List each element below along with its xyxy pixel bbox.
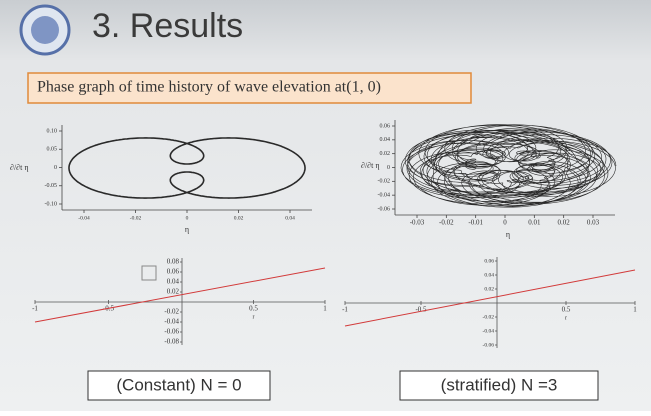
- y-tick-label: -0.02: [164, 308, 179, 316]
- x-tick-label: 0.02: [234, 215, 244, 221]
- x-tick-label: 1: [633, 306, 637, 314]
- y-tick-label: -0.02: [378, 179, 391, 185]
- y-tick-label: -0.04: [378, 193, 391, 199]
- x-axis-label: η: [185, 225, 189, 234]
- phase-curve: [68, 137, 306, 199]
- slide-title: 3. Results: [92, 7, 243, 45]
- y-tick-label: -0.10: [45, 201, 58, 207]
- y-tick-label: 0.02: [167, 288, 180, 296]
- x-tick-label: 0.02: [558, 219, 571, 227]
- y-tick-label: 0.06: [380, 123, 391, 129]
- x-tick-label: 0.5: [562, 306, 571, 314]
- subtitle-box: [27, 72, 472, 104]
- y-tick-label: -0.08: [164, 338, 179, 346]
- red-line: [34, 267, 326, 323]
- x-tick-label: 1: [323, 305, 327, 313]
- x-tick-label: -0.5: [415, 306, 427, 314]
- y-tick-label: 0.05: [47, 147, 58, 153]
- x-tick-label: -1: [32, 305, 38, 313]
- y-tick-label: 0: [54, 165, 57, 171]
- y-tick-label: -0.04: [164, 318, 179, 326]
- y-tick-label: 0.06: [167, 268, 180, 276]
- caption-box: [87, 370, 271, 401]
- x-tick-label: -0.02: [439, 219, 454, 227]
- x-tick-label: -0.04: [78, 215, 90, 221]
- y-tick-label: 0.04: [484, 272, 494, 278]
- caption: (Constant) N = 0: [116, 375, 241, 394]
- y-tick-label: -0.06: [164, 328, 179, 336]
- y-tick-label: 0.08: [167, 258, 180, 266]
- x-tick-label: 0.01: [528, 219, 541, 227]
- y-tick-label: -0.04: [483, 328, 495, 334]
- x-tick-label: 0.03: [587, 219, 600, 227]
- x-tick-label: -0.01: [468, 219, 483, 227]
- logo-inner: [31, 16, 59, 44]
- y-tick-label: 0.04: [380, 137, 391, 143]
- y-tick-label: 0.02: [380, 151, 391, 157]
- x-tick-label: 0: [186, 215, 189, 221]
- x-tick-label: 0: [503, 219, 507, 227]
- caption-box: [399, 370, 599, 401]
- y-tick-label: 0.02: [484, 286, 494, 292]
- y-tick-label: -0.06: [378, 206, 391, 212]
- y-tick-label: -0.05: [45, 183, 58, 189]
- x-tick-label: 0.04: [285, 215, 295, 221]
- y-tick-label: 0: [387, 165, 390, 171]
- x-tick-label: 0.5: [249, 305, 258, 313]
- y-axis-label: ∂/∂t η: [361, 161, 380, 170]
- subtitle: Phase graph of time history of wave elev…: [37, 79, 381, 96]
- x-axis-label: r: [565, 315, 567, 321]
- x-tick-label: -0.02: [130, 215, 142, 221]
- x-axis-label: r: [253, 314, 255, 320]
- y-tick-label: 0.04: [167, 278, 180, 286]
- y-axis-label: ∂/∂t η: [10, 163, 29, 172]
- y-tick-label: 0.10: [47, 128, 58, 134]
- y-tick-label: 0.06: [484, 258, 494, 264]
- y-tick-label: -0.06: [483, 342, 495, 348]
- x-tick-label: -0.03: [410, 219, 425, 227]
- checkbox: [141, 265, 157, 281]
- x-tick-label: -1: [342, 306, 348, 314]
- x-axis-label: η: [506, 230, 510, 239]
- y-tick-label: -0.02: [483, 314, 495, 320]
- red-line: [344, 269, 636, 327]
- caption: (stratified) N =3: [441, 375, 558, 394]
- phase-curve: [400, 124, 617, 208]
